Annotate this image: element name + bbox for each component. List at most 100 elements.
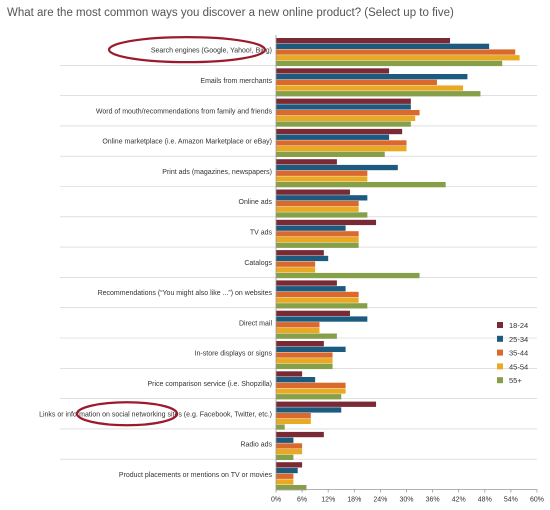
bar-45-54-0 — [276, 55, 520, 61]
category-label: Radio ads — [240, 442, 272, 449]
x-tick-label: 54% — [504, 497, 518, 504]
category-label: Search engines (Google, Yahoo!, Bing) — [151, 48, 272, 55]
bar-18-24-13 — [276, 431, 324, 438]
bar-25-34-14 — [276, 467, 298, 474]
bar-35-44-5 — [276, 200, 359, 207]
bar-45-54-11 — [276, 388, 346, 394]
bar-55+-14 — [276, 485, 307, 491]
bar-35-44-10 — [276, 352, 333, 358]
bar-25-34-6 — [276, 225, 346, 231]
bar-25-34-4 — [276, 164, 398, 171]
legend-label: 18-24 — [509, 321, 528, 330]
bar-25-34-11 — [276, 377, 316, 383]
category-label: Recommendations (“You might also like ..… — [98, 290, 273, 297]
bar-55+-10 — [276, 363, 333, 370]
highlight-ellipse — [107, 36, 267, 64]
bar-25-34-3 — [276, 134, 390, 140]
bar-25-34-0 — [276, 43, 490, 49]
legend-label: 35-44 — [509, 349, 528, 358]
bar-55+-7 — [276, 272, 420, 279]
bar-35-44-14 — [276, 473, 294, 479]
x-tick-label: 36% — [426, 497, 440, 504]
category-labels: Search engines (Google, Yahoo!, Bing) Ema… — [39, 48, 272, 479]
legend-swatch-35-44 — [497, 349, 503, 356]
bar-18-24-12 — [276, 401, 377, 407]
bar-45-54-6 — [276, 236, 359, 243]
category-label: Online ads — [239, 199, 273, 206]
category-label: Online marketplace (i.e. Amazon Marketpl… — [102, 139, 272, 146]
bar-35-44-1 — [276, 79, 437, 85]
bar-45-54-13 — [276, 449, 303, 455]
bar-55+-8 — [276, 303, 368, 309]
category-label: Word of mouth/recommendations from famil… — [96, 108, 273, 115]
bar-45-54-2 — [276, 115, 416, 121]
x-tick-label: 42% — [452, 497, 466, 504]
bar-25-34-13 — [276, 437, 294, 443]
bar-45-54-9 — [276, 327, 320, 334]
bar-55+-11 — [276, 394, 342, 400]
bar-25-34-12 — [276, 407, 342, 413]
x-tick-label: 6% — [297, 497, 307, 504]
bar-55+-13 — [276, 454, 294, 460]
bar-18-24-4 — [276, 159, 337, 165]
legend-swatch-45-54 — [497, 363, 503, 370]
bar-18-24-0 — [276, 38, 450, 44]
bar-35-44-3 — [276, 140, 407, 146]
category-label: Direct mail — [239, 320, 273, 327]
bar-18-24-9 — [276, 310, 350, 316]
bar-45-54-1 — [276, 85, 464, 91]
x-axis-ticks: 0% 6% 12% 18% 24% 30% 36% 42% 48% 54% 60% — [271, 489, 544, 504]
bar-55+-9 — [276, 333, 337, 339]
bar-18-24-11 — [276, 371, 303, 377]
bar-55+-0 — [276, 60, 503, 67]
highlight-ellipses — [75, 36, 267, 427]
bar-45-54-10 — [276, 358, 333, 364]
x-tick-label: 60% — [530, 497, 544, 504]
legend-label: 55+ — [509, 376, 522, 385]
bar-25-34-2 — [276, 104, 411, 110]
bars — [276, 38, 520, 491]
bar-18-24-1 — [276, 68, 390, 74]
category-label: In-store displays or signs — [195, 351, 273, 358]
bar-18-24-5 — [276, 189, 350, 195]
bar-45-54-7 — [276, 267, 316, 273]
bar-35-44-7 — [276, 261, 316, 267]
x-tick-label: 12% — [321, 497, 335, 504]
bar-18-24-14 — [276, 462, 303, 468]
bar-18-24-7 — [276, 250, 324, 256]
bar-45-54-4 — [276, 176, 368, 182]
bar-45-54-5 — [276, 206, 359, 212]
bar-18-24-8 — [276, 280, 337, 286]
bar-55+-6 — [276, 242, 359, 248]
category-label: Links or information on social networkin… — [39, 411, 272, 418]
chart-title: What are the most common ways you discov… — [7, 7, 454, 19]
bar-18-24-2 — [276, 98, 411, 104]
bar-35-44-6 — [276, 231, 359, 237]
legend-label: 45-54 — [509, 362, 528, 371]
x-tick-label: 30% — [399, 497, 413, 504]
bar-45-54-14 — [276, 479, 294, 485]
bar-25-34-8 — [276, 286, 346, 292]
bar-55+-1 — [276, 91, 481, 97]
legend: 18-24 25-34 35-44 45-54 55+ — [497, 321, 528, 385]
bar-35-44-4 — [276, 170, 368, 176]
category-label: Catalogs — [244, 260, 272, 267]
bar-25-34-10 — [276, 346, 346, 352]
bar-35-44-8 — [276, 291, 359, 298]
bar-35-44-13 — [276, 443, 303, 449]
x-tick-label: 18% — [347, 497, 361, 504]
highlight-ellipse — [75, 401, 179, 427]
bar-18-24-10 — [276, 341, 324, 347]
bar-45-54-12 — [276, 418, 311, 424]
bar-25-34-1 — [276, 74, 468, 80]
legend-swatch-18-24 — [497, 322, 503, 328]
x-tick-label: 48% — [478, 497, 492, 504]
bar-55+-4 — [276, 182, 446, 188]
category-label: Price comparison service (i.e. Shopzilla… — [148, 381, 273, 388]
bar-35-44-0 — [276, 49, 516, 55]
bar-55+-5 — [276, 212, 368, 218]
bar-45-54-8 — [276, 297, 359, 303]
bar-35-44-11 — [276, 382, 346, 388]
category-label: Print ads (magazines, newspapers) — [162, 169, 272, 176]
